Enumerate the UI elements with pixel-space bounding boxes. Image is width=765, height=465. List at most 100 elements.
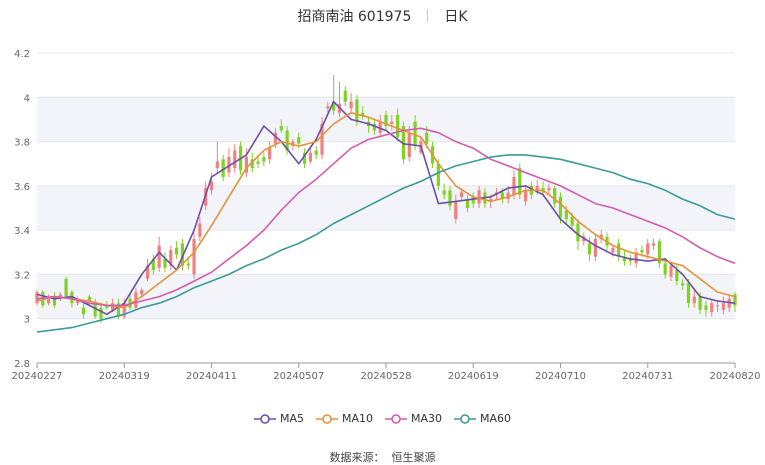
x-tick-label: 20240528 (361, 371, 412, 382)
ma-line-ma10 (36, 112, 736, 309)
y-tick-label: 3.2 (14, 270, 30, 281)
candle-body (617, 243, 621, 257)
candle-body (105, 305, 109, 308)
candle-body (157, 245, 161, 268)
candle-body (326, 106, 330, 109)
candle-body (163, 258, 167, 268)
candlestick-chart: 2.833.23.43.63.844.2 20240227 20240319 202… (12, 49, 761, 382)
ma-line-ma5 (36, 100, 736, 316)
candle-body (262, 157, 266, 162)
candle-body (233, 150, 237, 169)
candle-body (535, 185, 539, 191)
candle-body (297, 137, 301, 144)
legend-marker-icon (385, 414, 407, 424)
candle-body (506, 192, 510, 200)
candle-body (454, 201, 458, 220)
x-tick-label: 20240731 (622, 371, 673, 382)
legend-item-ma5[interactable]: MA5 (253, 412, 304, 425)
y-tick-label: 4 (24, 93, 30, 104)
candle-body (169, 250, 173, 266)
candle-body (52, 296, 57, 306)
candle-body (87, 296, 91, 301)
source-label: 数据来源： (329, 451, 385, 464)
candle-body (681, 283, 685, 286)
ma-line-ma60 (36, 154, 736, 333)
candle-body (465, 199, 470, 208)
candle-body (698, 296, 702, 310)
legend-item-ma60[interactable]: MA60 (454, 412, 511, 425)
candle-body (686, 283, 691, 304)
candle-body (279, 126, 283, 131)
y-tick-label: 3.4 (14, 226, 30, 237)
candle-body (436, 163, 440, 186)
candle-body (198, 223, 202, 237)
candle-body (576, 223, 580, 242)
candle-body (489, 199, 493, 202)
x-tick-label: 20240319 (99, 371, 150, 382)
candle-body (151, 258, 155, 270)
moving-average-lines (36, 100, 736, 333)
x-tick-label: 20240619 (448, 371, 499, 382)
x-axis: 20240227 20240319 20240411 20240507 20240528… (12, 362, 761, 382)
candle-body (384, 115, 388, 127)
legend-item-ma30[interactable]: MA30 (385, 412, 442, 425)
candle-body (244, 157, 248, 173)
candle-body (192, 239, 196, 275)
candle-body (122, 303, 126, 317)
candle-body (669, 265, 673, 277)
candle-body (558, 196, 563, 217)
plot-band (37, 185, 735, 231)
candle-body (145, 265, 150, 279)
candle-body (547, 188, 551, 191)
candle-body (651, 243, 656, 246)
candle-body (70, 292, 74, 304)
candle-body (250, 159, 254, 169)
candle-body (372, 123, 376, 131)
x-tick-label: 20240820 (710, 371, 761, 382)
candle-body (343, 90, 347, 102)
candle-body (302, 152, 307, 164)
candle-body (47, 298, 51, 304)
candle-body (81, 307, 86, 315)
candle-body (285, 130, 289, 151)
y-tick-label: 2.8 (14, 359, 30, 370)
candle-body (64, 278, 68, 297)
candle-body (273, 132, 278, 144)
candle-body (471, 196, 475, 204)
legend-label: MA10 (341, 412, 373, 425)
candle-body (413, 121, 417, 146)
candle-body (512, 177, 516, 195)
candle-body (675, 270, 679, 282)
candle-body (704, 305, 708, 310)
candle-body (710, 303, 714, 313)
legend-label: MA5 (279, 412, 304, 425)
legend-marker-icon (253, 414, 276, 424)
candle-body (448, 190, 452, 206)
candle-body (180, 243, 185, 266)
candle-body (477, 190, 481, 204)
period-label[interactable]: 日K (444, 9, 468, 25)
candle-body (332, 101, 336, 111)
candle-body (663, 263, 667, 275)
legend-label: MA60 (480, 412, 512, 425)
candle-body (256, 161, 260, 164)
header-separator (427, 9, 429, 22)
candle-body (378, 121, 382, 133)
x-tick-label: 20240507 (273, 371, 324, 382)
candle-body (518, 168, 522, 195)
legend-marker-icon (315, 414, 338, 424)
candle-body (553, 188, 557, 204)
data-source: 数据来源： 恒生聚源 (0, 449, 765, 465)
candle-body (715, 305, 720, 307)
candle-body (186, 263, 190, 266)
candle-body (628, 258, 632, 262)
candle-body (524, 190, 528, 202)
source-value: 恒生聚源 (391, 451, 436, 464)
y-tick-label: 3 (24, 315, 30, 326)
legend-item-ma10[interactable]: MA10 (315, 412, 373, 425)
candle-body (140, 289, 144, 295)
candle-body (692, 296, 696, 304)
candle-body (593, 239, 597, 257)
candle-body (268, 148, 272, 160)
chart-header: 招商南油 601975 日K (0, 6, 765, 26)
